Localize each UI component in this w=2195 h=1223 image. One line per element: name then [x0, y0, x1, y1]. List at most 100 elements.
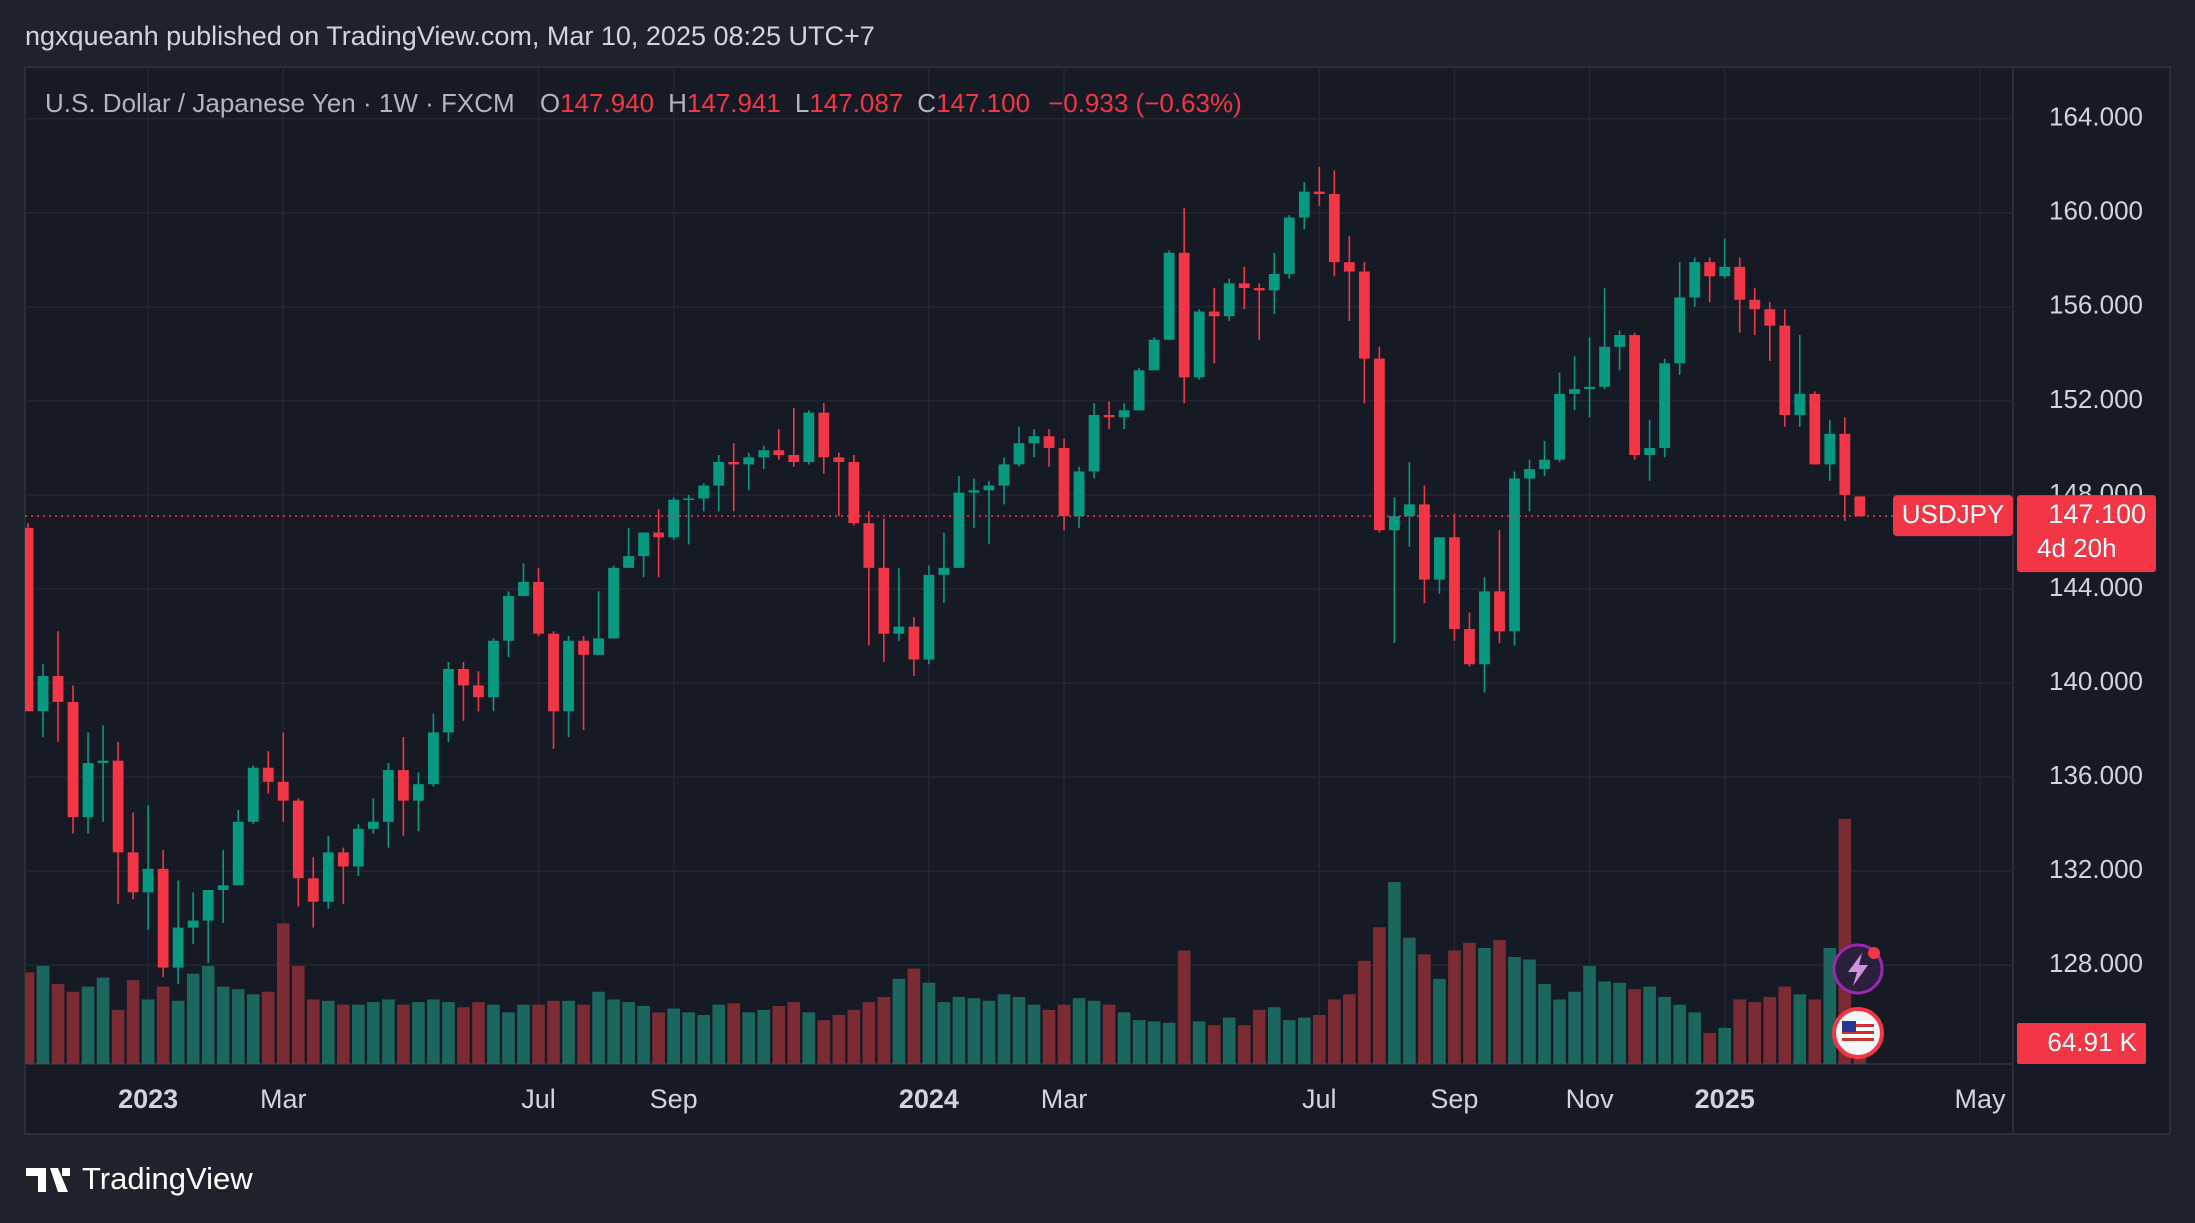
volume-bar: [1733, 999, 1747, 1064]
candle-body: [848, 462, 860, 524]
y-tick-label: 156.000: [2049, 290, 2143, 320]
candle-body: [1298, 191, 1310, 218]
volume-bar: [352, 1004, 365, 1064]
candle-body: [172, 927, 184, 968]
candle-body: [1764, 309, 1776, 326]
candle-body: [683, 498, 695, 500]
candle-body: [533, 581, 544, 634]
y-tick-label: 132.000: [2049, 854, 2143, 884]
candle-body: [458, 668, 469, 686]
symbol-tag-bg: [1893, 495, 2013, 537]
candle-body: [1313, 191, 1325, 194]
volume-bar: [1553, 999, 1566, 1064]
volume-bar: [1312, 1014, 1326, 1064]
candle-body: [1689, 262, 1701, 298]
volume-bar: [1793, 994, 1807, 1064]
x-tick-label: Mar: [260, 1084, 307, 1114]
candle-body: [157, 868, 169, 968]
volume-bar: [1147, 1021, 1161, 1064]
volume-pane: [25, 818, 1867, 1064]
volume-bar: [201, 965, 215, 1064]
volume-bar: [787, 1002, 801, 1064]
candle-body: [337, 852, 349, 867]
candle-body: [352, 828, 364, 867]
candle-body: [25, 527, 34, 712]
volume-bar: [1403, 937, 1416, 1064]
candle-body: [1674, 297, 1686, 364]
volume-bar: [186, 973, 200, 1064]
candle-body: [1704, 262, 1716, 277]
x-tick-label: Nov: [1566, 1084, 1615, 1114]
volume-bar: [306, 999, 320, 1064]
chart-pane: [24, 66, 2171, 1135]
volume-bar: [907, 968, 921, 1064]
candle-body: [563, 640, 574, 712]
volume-tag-bg: [2017, 1023, 2146, 1064]
legend-title: U.S. Dollar / Japanese Yen · 1W · FXCM: [45, 88, 515, 118]
volume-bar: [25, 972, 35, 1064]
volume-bar: [442, 1002, 455, 1064]
volume-bar: [1388, 882, 1401, 1064]
volume-bar: [291, 965, 305, 1064]
candle-body: [503, 596, 514, 641]
candle-body: [1734, 266, 1746, 300]
candle-body: [1148, 339, 1160, 371]
candle-body: [1839, 433, 1851, 495]
candle-body: [1028, 436, 1040, 444]
candle-body: [382, 770, 394, 822]
candle-body: [488, 640, 499, 698]
volume-bar: [682, 1012, 695, 1064]
volume-bar: [321, 1000, 335, 1064]
candle-body: [1268, 273, 1280, 291]
candle-body: [833, 457, 845, 463]
candle-body: [1779, 325, 1791, 416]
flag-stripe: [1842, 1031, 1874, 1034]
candle-body: [1178, 252, 1190, 378]
candle-body: [1824, 433, 1836, 465]
volume-bar: [517, 1004, 530, 1064]
volume-bar: [1072, 998, 1086, 1064]
candle-body: [428, 732, 439, 785]
volume-bar: [1508, 956, 1521, 1064]
last-price-tag: 147.100: [2048, 499, 2146, 529]
volume-bar: [727, 1003, 741, 1064]
candle-body: [728, 462, 740, 465]
volume-bar: [1688, 1012, 1701, 1064]
candle-body: [1524, 469, 1535, 479]
volume-bar: [577, 1004, 590, 1064]
volume-bar: [1087, 1000, 1101, 1064]
candle-body: [998, 464, 1010, 486]
volume-bar: [1057, 1004, 1071, 1064]
candle-body: [397, 770, 409, 801]
volume-bar: [922, 982, 936, 1064]
volume-bar: [1778, 986, 1792, 1064]
volume-bar: [1252, 1009, 1266, 1064]
volume-bar: [1282, 1020, 1296, 1064]
volume-bar: [1673, 1004, 1686, 1064]
candle-body: [938, 567, 950, 575]
y-tick-label: 144.000: [2049, 572, 2143, 602]
candle-body: [247, 767, 259, 822]
candle-body: [1223, 283, 1235, 317]
volume-bar: [156, 986, 170, 1064]
candle-body: [232, 821, 244, 886]
candle-body: [1073, 471, 1085, 517]
y-tick-label: 164.000: [2049, 102, 2143, 132]
symbol-tag: USDJPY: [1902, 499, 2005, 529]
volume-bar: [1718, 1027, 1732, 1064]
volume-bar: [276, 923, 290, 1064]
volume-bar: [1117, 1012, 1131, 1064]
volume-bar: [1478, 947, 1491, 1064]
candle-body: [307, 878, 319, 902]
volume-bar: [1643, 986, 1656, 1064]
candle-body: [322, 852, 334, 902]
x-tick-label: May: [1954, 1084, 2006, 1114]
candle-body: [953, 492, 965, 568]
y-tick-label: 136.000: [2049, 760, 2143, 790]
volume-bar: [216, 986, 230, 1064]
candle-body: [112, 760, 124, 853]
candle-body: [443, 668, 454, 733]
candle-body: [1554, 393, 1565, 460]
legend: U.S. Dollar / Japanese Yen · 1W · FXCM O…: [45, 88, 1242, 118]
